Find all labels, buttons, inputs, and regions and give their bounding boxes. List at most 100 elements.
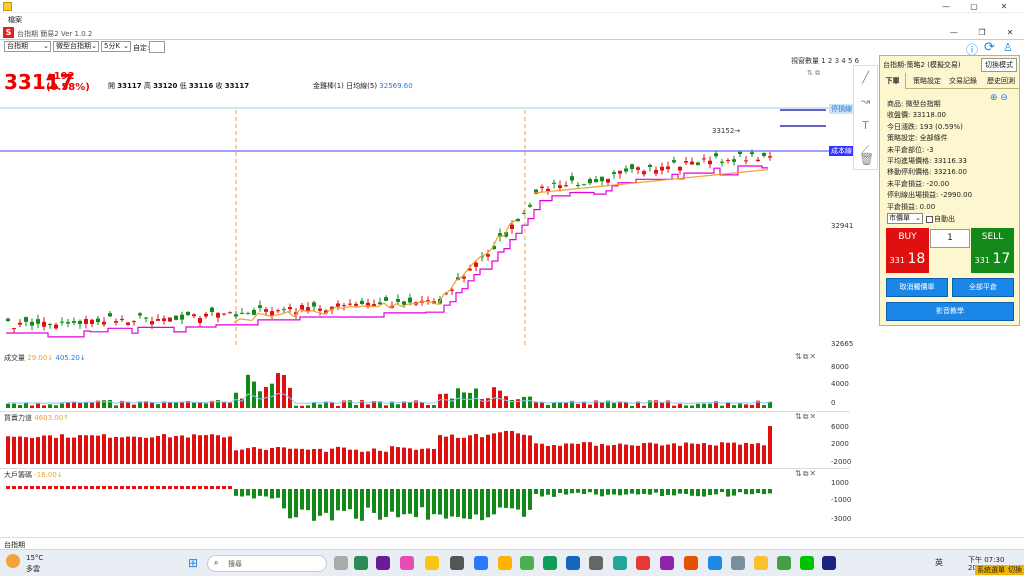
force-bar xyxy=(72,437,76,464)
app-restore-button[interactable]: ❐ xyxy=(978,28,986,37)
whale-bar xyxy=(390,489,394,512)
force-bar xyxy=(540,443,544,464)
whale-bar xyxy=(240,489,244,497)
text-tool-icon[interactable]: T xyxy=(862,119,869,132)
buy-button[interactable]: BUY 331 18 xyxy=(886,228,929,273)
broadcast-icon[interactable]: ⓘ xyxy=(966,43,979,57)
taskbar-app-icon[interactable] xyxy=(354,556,368,570)
force-panel-tools[interactable]: ⇅⧉✕ xyxy=(795,412,818,421)
whale-bar xyxy=(324,489,328,513)
files-icon[interactable] xyxy=(498,556,512,570)
minimize-button[interactable]: — xyxy=(942,2,950,11)
main-chart-tools[interactable]: ⇅ ⧉ xyxy=(807,69,821,77)
product-select[interactable]: 台指期 ⌄ xyxy=(4,41,51,52)
force-bar xyxy=(126,436,130,464)
whale-bar xyxy=(426,489,430,520)
volume-bar xyxy=(300,405,304,408)
tab-trade-log[interactable]: 交易記錄 xyxy=(949,77,977,85)
candle xyxy=(264,309,268,312)
volume-bar xyxy=(738,403,742,408)
maximize-button[interactable]: ▢ xyxy=(970,2,978,11)
calculator-icon[interactable] xyxy=(731,556,745,570)
interval-select[interactable]: 5分K ⌄ xyxy=(101,41,131,52)
force-bar xyxy=(558,445,562,464)
app-icon[interactable] xyxy=(613,556,627,570)
folder-icon[interactable] xyxy=(425,556,439,570)
sell-button[interactable]: SELL 331 17 xyxy=(971,228,1014,273)
browser-icon[interactable] xyxy=(474,556,488,570)
language-indicator[interactable]: 英 xyxy=(935,558,943,567)
whale-bar xyxy=(18,486,22,489)
volume-bar xyxy=(162,401,166,408)
tab-order[interactable]: 下單 xyxy=(880,73,906,89)
app-minimize-button[interactable]: — xyxy=(950,28,958,37)
app-close-button[interactable]: ✕ xyxy=(1006,28,1014,37)
switch-button[interactable]: 切換 xyxy=(1006,565,1024,575)
media-icon[interactable] xyxy=(660,556,674,570)
chrome-icon[interactable] xyxy=(520,556,534,570)
force-bar xyxy=(768,426,772,464)
whale-bar xyxy=(594,489,598,495)
cancel-trigger-button[interactable]: 取消觸價單 xyxy=(886,278,948,297)
auto-exit-checkbox[interactable]: 自動出 xyxy=(926,214,955,224)
task-view-icon[interactable] xyxy=(334,556,348,570)
quantity-input[interactable]: 1 xyxy=(930,229,970,248)
force-bar xyxy=(456,437,460,464)
order-type-select[interactable]: 市價單 ⌄ xyxy=(887,213,923,224)
ma-orange-line xyxy=(233,219,517,324)
force-bar xyxy=(468,435,472,464)
app-icon-2[interactable] xyxy=(822,556,836,570)
zoom-controls-icon[interactable]: ⊕ ⊖ xyxy=(990,93,1008,103)
volume-panel-tools[interactable]: ⇅⧉✕ xyxy=(795,352,818,361)
line-icon[interactable] xyxy=(800,556,814,570)
tab-strategy[interactable]: 策略設定 xyxy=(913,77,941,85)
custom-input[interactable] xyxy=(149,41,165,53)
force-bar xyxy=(24,437,28,464)
close-all-button[interactable]: 全部平倉 xyxy=(952,278,1014,297)
contract-select[interactable]: 微型台指期 ⌄ xyxy=(53,41,99,52)
refresh-icon[interactable]: ⟳ xyxy=(984,40,995,55)
code-icon[interactable] xyxy=(450,556,464,570)
whale-bar xyxy=(408,489,412,514)
yahoo-icon[interactable] xyxy=(376,556,390,570)
status-tab[interactable]: 台指期 xyxy=(4,541,25,549)
trash-icon[interactable]: 🗑 xyxy=(859,152,875,166)
user-settings-icon[interactable]: ♙ xyxy=(1003,41,1013,54)
taskbar-search[interactable]: ⌕ 搜尋 xyxy=(207,555,327,572)
edge-icon[interactable] xyxy=(543,556,557,570)
tab-backtest[interactable]: 歷史回測 xyxy=(987,77,1015,85)
menu-file[interactable]: 檔案 xyxy=(8,16,22,24)
start-icon[interactable]: ⊞ xyxy=(188,556,199,570)
line-tool-icon[interactable]: ╱ xyxy=(862,71,869,84)
notes-icon[interactable] xyxy=(754,556,768,570)
volume-bar xyxy=(72,401,76,408)
close-button[interactable]: ✕ xyxy=(1000,2,1008,11)
candle xyxy=(492,245,496,250)
whale-bar xyxy=(204,486,208,489)
switch-mode-button[interactable]: 切換模式 xyxy=(981,58,1017,72)
close-value: 33117 xyxy=(224,82,250,90)
video-tutorial-button[interactable]: 影音教學 xyxy=(886,302,1014,321)
view-count[interactable]: 視窗數量 1 2 3 4 5 6 xyxy=(791,57,860,65)
trading-app-icon[interactable] xyxy=(636,556,650,570)
whale-panel-tools[interactable]: ⇅⧉✕ xyxy=(795,469,818,478)
copilot-icon[interactable] xyxy=(400,556,414,570)
terminal-icon[interactable] xyxy=(589,556,603,570)
weather-icon[interactable] xyxy=(6,554,20,568)
whale-bar xyxy=(102,486,106,489)
volume-bar xyxy=(36,403,40,408)
candle xyxy=(348,303,352,305)
fib-tool-icon[interactable]: ⟋ xyxy=(861,143,870,156)
candle xyxy=(606,178,610,183)
clock-time[interactable]: 下午 07:30 xyxy=(968,556,1005,564)
high-annotation: 33152→ xyxy=(712,127,741,135)
outlook-icon[interactable] xyxy=(708,556,722,570)
path-tool-icon[interactable]: ↝ xyxy=(860,95,871,108)
whale-bar xyxy=(150,486,154,489)
candlestick-chart[interactable] xyxy=(0,95,850,355)
office-icon[interactable] xyxy=(684,556,698,570)
vscode-icon[interactable] xyxy=(566,556,580,570)
spreadsheet-icon[interactable] xyxy=(777,556,791,570)
system-menu-button[interactable]: 系統選單 xyxy=(975,565,1007,575)
volume-bar xyxy=(654,400,658,408)
